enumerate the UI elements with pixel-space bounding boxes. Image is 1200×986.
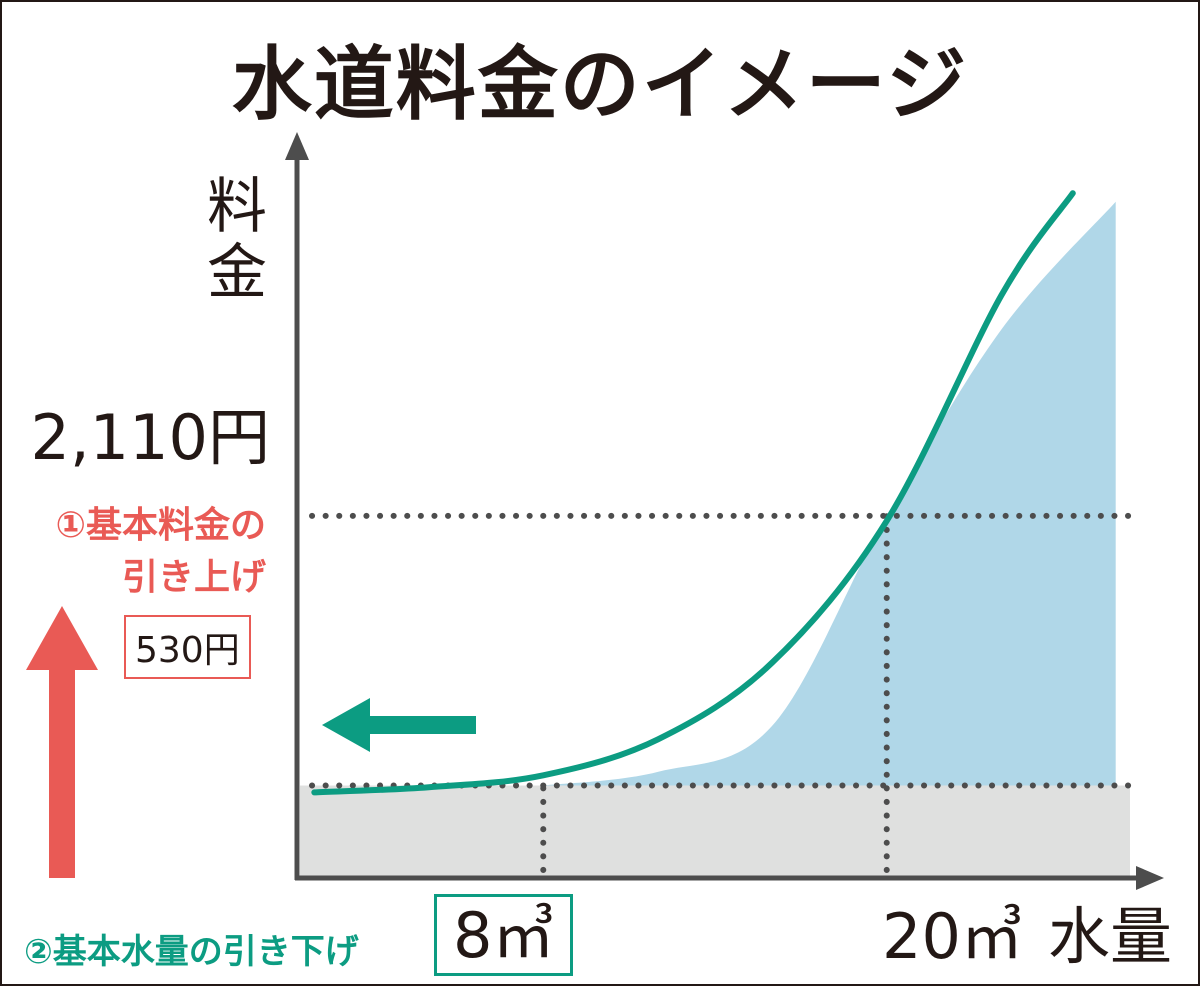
green-line-series <box>311 190 1076 796</box>
x-axis-label: 水量 <box>1048 900 1173 973</box>
raise-base-fee-note: ①基本料金の引き上げ <box>56 500 266 604</box>
left-arrow-icon <box>322 698 476 752</box>
y-tick-label: 2,110円 <box>30 401 271 474</box>
base-fee-region <box>300 785 1130 876</box>
x-tick-label: 20㎥ <box>882 900 1023 973</box>
raise-base-fee-line: 引き上げ <box>121 557 266 598</box>
y-axis-label: 料金 <box>207 172 267 308</box>
lower-base-volume-note: ②基本水量の引き下げ <box>24 932 359 972</box>
up-arrow-icon <box>26 606 98 878</box>
blue-area-series <box>543 201 1116 786</box>
old-base-fee-box: 530円 <box>124 615 251 679</box>
x-tick-label-base: 8㎥ <box>434 894 574 976</box>
y-axis-arrowhead <box>285 132 309 160</box>
raise-base-fee-line: ①基本料金の <box>55 505 266 546</box>
x-axis-arrowhead <box>1136 866 1164 890</box>
chart-title: 水道料金のイメージ <box>231 38 969 131</box>
